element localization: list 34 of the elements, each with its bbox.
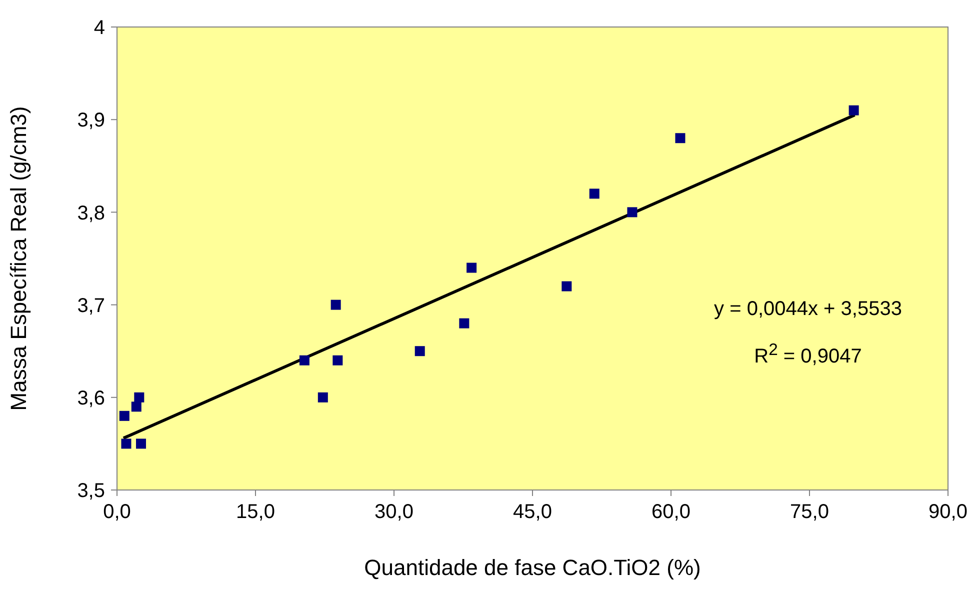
y-tick-label: 3,9: [77, 110, 105, 132]
x-tick-label: 15,0: [236, 501, 275, 524]
annotation: y = 0,0044x + 3,5533: [713, 298, 903, 321]
point: [562, 281, 572, 292]
point: [299, 355, 310, 366]
y-tick-label: 4: [94, 17, 105, 40]
y-axis-title: Massa Específica Real (g/cm3): [6, 106, 31, 411]
x-tick-label: 75,0: [790, 501, 829, 524]
y-tick-label: 3,7: [77, 294, 105, 317]
point: [136, 438, 146, 449]
point: [332, 355, 343, 366]
x-tick-label: 60,0: [652, 501, 690, 524]
point: [466, 262, 477, 273]
point: [134, 392, 144, 402]
point: [589, 188, 600, 199]
x-tick-label: 45,0: [513, 501, 552, 524]
point: [318, 392, 328, 402]
point: [119, 410, 130, 421]
point: [414, 346, 425, 356]
point: [848, 105, 859, 116]
annotation: R$^{2}$ = 0,9047: [753, 340, 863, 369]
x-tick-label: 30,0: [374, 501, 414, 524]
x-tick-label: 0,0: [103, 501, 131, 524]
point: [627, 207, 638, 218]
point: [131, 402, 142, 412]
x-axis-title: Quantidade de fase CaO.TiO2 (%): [364, 555, 701, 580]
point: [459, 318, 470, 328]
y-tick-label: 3,8: [77, 202, 105, 224]
point: [675, 133, 686, 144]
point: [330, 300, 341, 310]
y-tick-label: 3,6: [77, 388, 105, 410]
y-tick-label: 3,5: [77, 480, 105, 502]
point: [121, 438, 132, 449]
x-tick-label: 90,0: [928, 501, 968, 524]
